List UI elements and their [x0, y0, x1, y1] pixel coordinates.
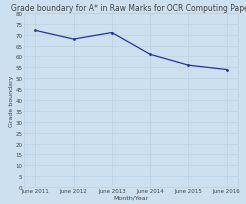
Title: Grade boundary for A* in Raw Marks for OCR Computing Paper: Grade boundary for A* in Raw Marks for O…	[11, 4, 246, 13]
X-axis label: Month/Year: Month/Year	[113, 195, 149, 200]
Y-axis label: Grade boundary: Grade boundary	[9, 75, 14, 126]
